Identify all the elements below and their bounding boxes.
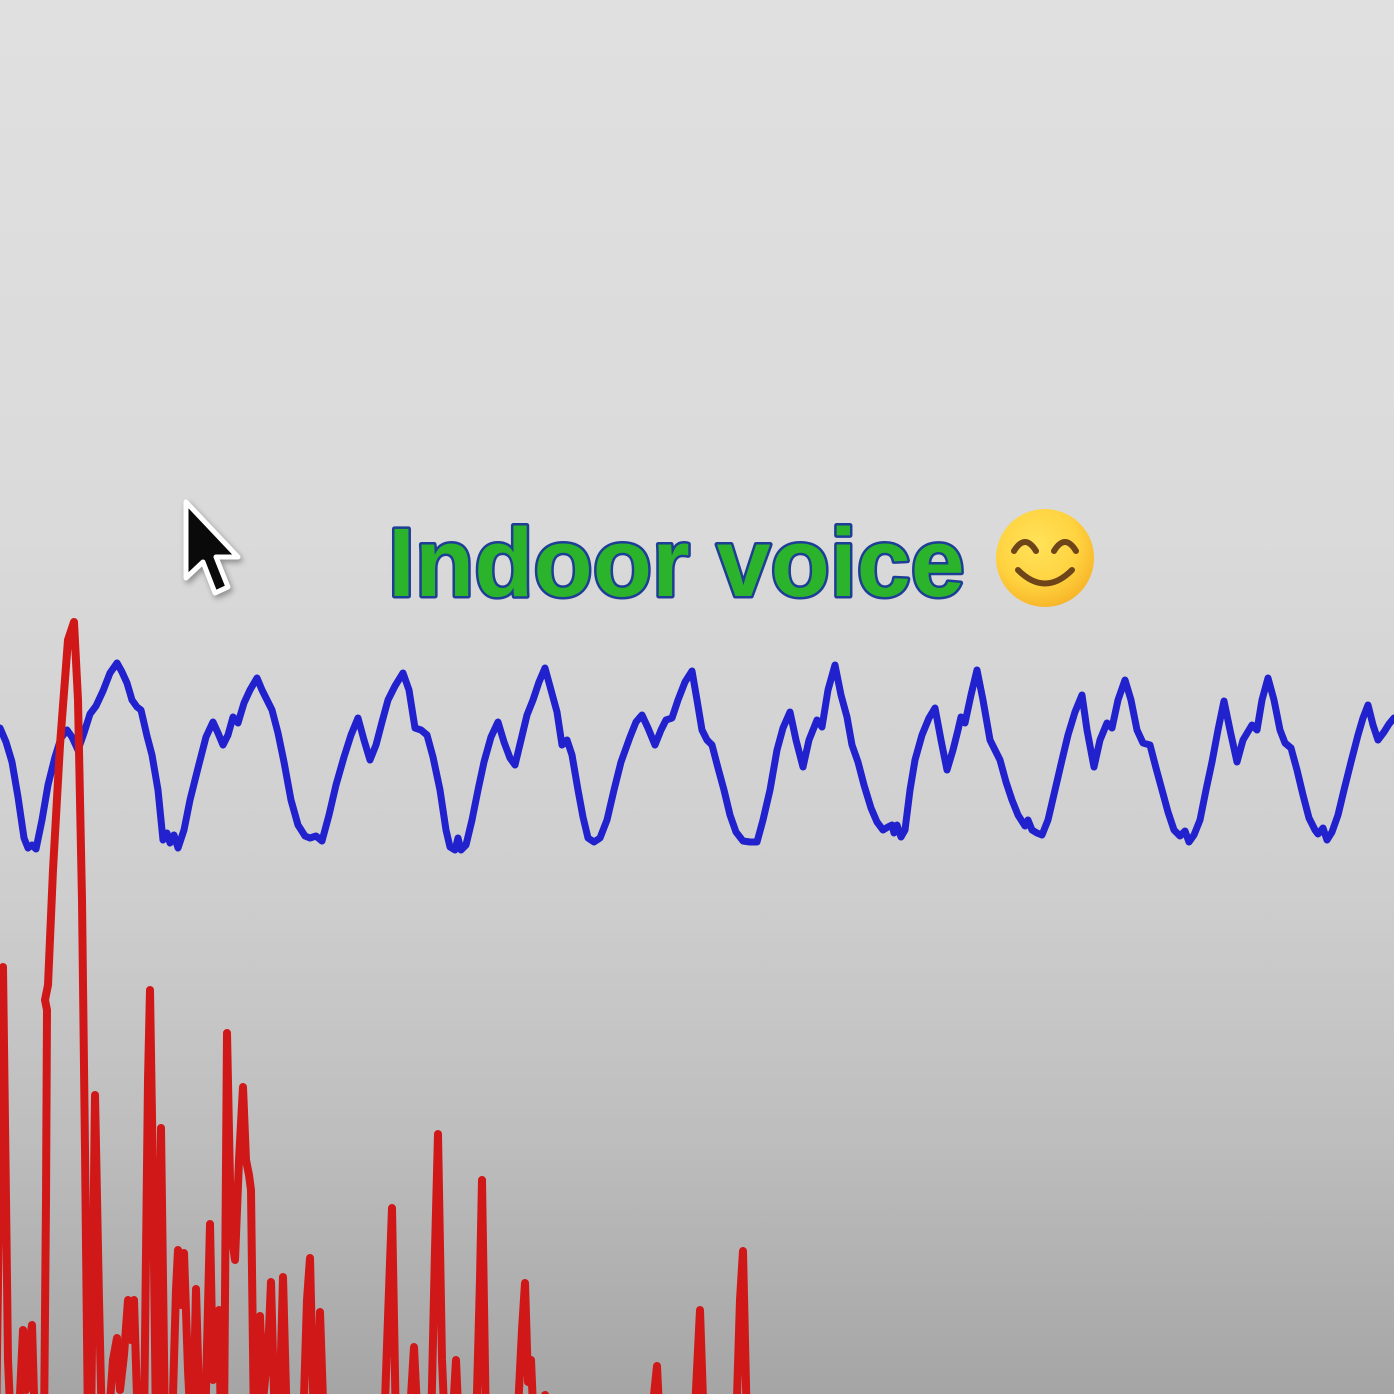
mouse-cursor-icon <box>183 499 241 596</box>
lower-waveform-line <box>0 618 751 1394</box>
smiling-face-emoji-icon <box>996 509 1094 607</box>
emoji-left-eye <box>1011 539 1039 554</box>
upper-waveform-line <box>0 659 1394 854</box>
emoji-right-eye <box>1051 539 1079 554</box>
caption-text: Indoor voice <box>388 508 965 617</box>
emoji-smile <box>1015 567 1075 587</box>
